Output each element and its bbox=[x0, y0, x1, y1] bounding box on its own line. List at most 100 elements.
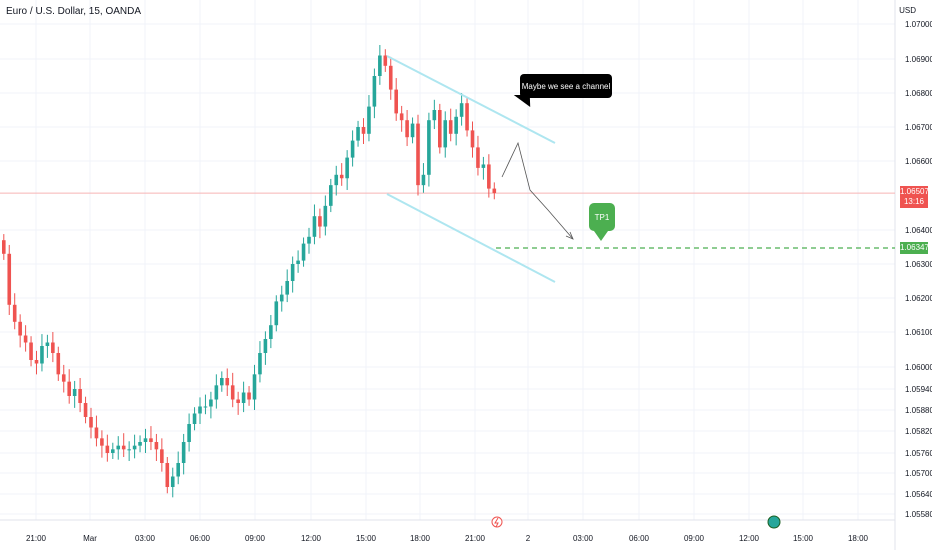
candle-body-22 bbox=[121, 445, 126, 450]
y-tick-label-12: 1.05820 bbox=[905, 427, 932, 436]
candle-body-31 bbox=[170, 476, 175, 487]
y-tick-label-16: 1.05580 bbox=[905, 510, 932, 519]
candle-body-78 bbox=[427, 120, 431, 175]
x-tick-label-0: 21:00 bbox=[26, 534, 47, 543]
y-tick-label-8: 1.06100 bbox=[905, 328, 932, 337]
lightning-marker bbox=[491, 516, 503, 528]
candle-body-57 bbox=[312, 216, 317, 237]
candle-body-8 bbox=[45, 342, 50, 346]
candle-body-29 bbox=[160, 449, 164, 463]
candle-body-83 bbox=[454, 116, 458, 134]
tp-badge[interactable]: TP1 bbox=[589, 203, 615, 241]
candle-body-1 bbox=[7, 253, 12, 305]
y-tick-label-4: 1.06600 bbox=[905, 157, 932, 166]
current-price-value: 1.06507 bbox=[900, 187, 929, 196]
candle-body-7 bbox=[40, 346, 44, 364]
x-tick-label-9: 2 bbox=[526, 534, 531, 543]
candle-body-82 bbox=[448, 120, 453, 134]
y-tick-label-14: 1.05700 bbox=[905, 469, 932, 478]
candle-body-40 bbox=[220, 378, 224, 386]
candle-body-44 bbox=[241, 392, 246, 403]
candle-body-13 bbox=[72, 389, 77, 396]
lightning-icon bbox=[494, 517, 499, 528]
y-tick-label-15: 1.05640 bbox=[905, 490, 932, 499]
annotation-callout[interactable]: Maybe we see a channel bbox=[520, 74, 612, 98]
candle-body-89 bbox=[487, 164, 491, 189]
candle-body-77 bbox=[421, 174, 426, 186]
y-tick-label-7: 1.06200 bbox=[905, 294, 932, 303]
candle-body-84 bbox=[459, 103, 464, 117]
candle-body-61 bbox=[334, 174, 339, 186]
candle-body-46 bbox=[252, 374, 257, 400]
candle-body-66 bbox=[361, 127, 366, 134]
candle-body-19 bbox=[105, 445, 110, 453]
candle-body-4 bbox=[23, 335, 28, 343]
candle-body-60 bbox=[329, 185, 333, 206]
candle-body-88 bbox=[481, 164, 486, 168]
projection-arrowhead bbox=[565, 231, 574, 240]
candle-body-32 bbox=[176, 463, 180, 477]
candle-body-81 bbox=[443, 120, 448, 148]
candle-body-3 bbox=[18, 321, 22, 336]
candle-body-90 bbox=[492, 188, 497, 194]
x-tick-label-5: 12:00 bbox=[301, 534, 322, 543]
y-tick-label-3: 1.06700 bbox=[905, 123, 932, 132]
candle-body-26 bbox=[143, 438, 148, 442]
candle-body-79 bbox=[432, 110, 437, 121]
candle-body-55 bbox=[301, 243, 306, 261]
candle-body-53 bbox=[290, 264, 295, 281]
candle-body-25 bbox=[138, 442, 142, 446]
x-tick-label-4: 09:00 bbox=[245, 534, 266, 543]
candle-body-47 bbox=[258, 353, 262, 375]
candle-body-72 bbox=[394, 89, 398, 114]
current-price-tag: 1.06507 13:16 bbox=[900, 186, 929, 208]
candle-body-35 bbox=[192, 413, 197, 424]
x-tick-label-11: 06:00 bbox=[629, 534, 650, 543]
candle-body-80 bbox=[438, 110, 442, 148]
x-tick-label-15: 18:00 bbox=[848, 534, 869, 543]
candle-body-39 bbox=[214, 385, 219, 400]
candle-body-28 bbox=[154, 442, 159, 450]
y-tick-label-1: 1.06900 bbox=[905, 55, 932, 64]
candle-body-62 bbox=[339, 174, 344, 179]
candle-body-48 bbox=[263, 339, 268, 353]
x-tick-label-10: 03:00 bbox=[573, 534, 594, 543]
candle-body-42 bbox=[230, 385, 235, 400]
candle-body-63 bbox=[345, 157, 349, 179]
x-tick-label-8: 21:00 bbox=[465, 534, 486, 543]
candle-body-52 bbox=[285, 281, 289, 295]
channel-lower-line bbox=[386, 193, 556, 283]
candle-body-41 bbox=[225, 378, 230, 386]
candle-body-58 bbox=[318, 216, 322, 227]
candle-body-15 bbox=[83, 403, 88, 417]
x-tick-label-12: 09:00 bbox=[684, 534, 705, 543]
x-tick-label-6: 15:00 bbox=[356, 534, 377, 543]
candle-body-30 bbox=[165, 463, 170, 487]
y-tick-label-10: 1.05940 bbox=[905, 385, 932, 394]
candle-body-50 bbox=[274, 301, 279, 326]
candle-body-73 bbox=[399, 113, 404, 121]
candle-body-20 bbox=[111, 449, 115, 453]
y-tick-label-9: 1.06000 bbox=[905, 363, 932, 372]
y-tick-label-6: 1.06300 bbox=[905, 260, 932, 269]
candle-body-69 bbox=[378, 55, 382, 76]
tp-price-tag: 1.06347 bbox=[900, 242, 929, 254]
x-tick-label-2: 03:00 bbox=[135, 534, 156, 543]
candle-body-12 bbox=[67, 381, 71, 396]
candle-body-75 bbox=[410, 123, 415, 138]
x-tick-label-13: 12:00 bbox=[739, 534, 760, 543]
price-axis-unit: USD bbox=[899, 6, 916, 15]
candle-body-45 bbox=[247, 392, 251, 400]
candle-body-74 bbox=[405, 120, 409, 138]
candle-body-59 bbox=[323, 205, 328, 227]
y-tick-label-11: 1.05880 bbox=[905, 406, 932, 415]
candle-body-11 bbox=[61, 374, 66, 382]
candle-body-10 bbox=[56, 353, 61, 375]
candle-body-27 bbox=[149, 438, 153, 442]
candle-body-21 bbox=[116, 445, 121, 450]
candle-body-85 bbox=[465, 103, 469, 131]
candle-body-0 bbox=[2, 240, 6, 254]
candle-body-70 bbox=[383, 55, 388, 66]
